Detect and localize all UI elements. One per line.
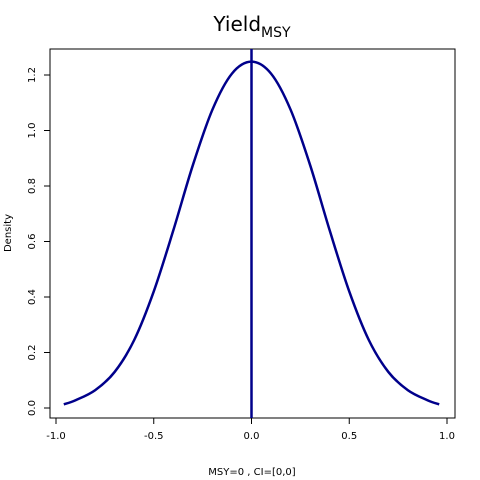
x-axis-label: MSY=0 , CI=[0,0]	[208, 467, 295, 478]
y-axis-label: Density	[3, 214, 14, 252]
x-tick-label: -1.0	[46, 431, 66, 442]
y-tick-label: 0.0	[27, 400, 38, 416]
y-tick-label: 1.2	[27, 67, 38, 83]
y-tick-label: 0.8	[27, 178, 38, 194]
chart-title-subscript: MSY	[261, 25, 291, 41]
chart-title-main: Yield	[212, 12, 261, 36]
chart-title: YieldMSY	[212, 12, 291, 41]
x-tick-label: -0.5	[144, 431, 164, 442]
y-tick-label: 0.4	[27, 289, 38, 305]
y-tick-label: 0.6	[27, 234, 38, 250]
y-tick-label: 0.2	[27, 345, 38, 361]
x-tick-label: 0.0	[244, 431, 260, 442]
y-tick-label: 1.0	[27, 123, 38, 139]
plot-area: -1.0 -0.5 0.0 0.5 1.0 0.0 0.2 0.4 0.6 0.8 1.0 1.2	[27, 48, 456, 442]
x-tick-label: 0.5	[341, 431, 357, 442]
x-tick-label: 1.0	[439, 431, 455, 442]
